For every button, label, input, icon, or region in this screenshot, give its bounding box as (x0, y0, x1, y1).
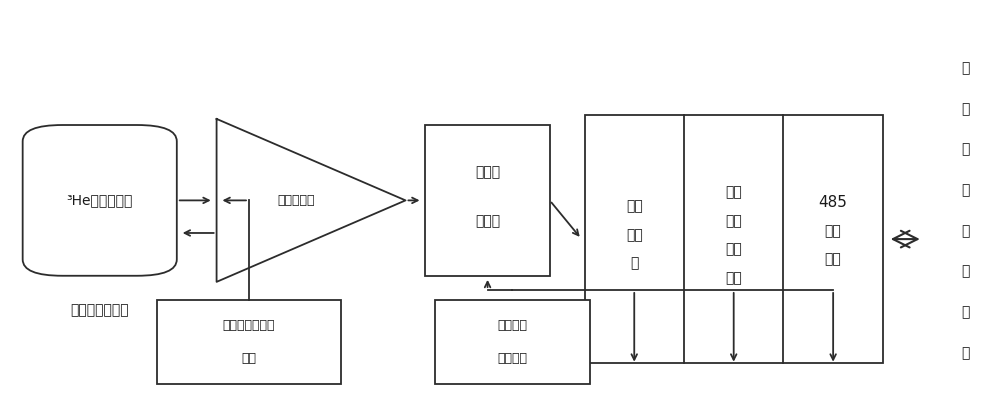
Text: 电路: 电路 (241, 352, 256, 365)
Text: 前置放大器: 前置放大器 (277, 194, 315, 207)
Text: 地: 地 (961, 102, 970, 116)
Text: 脉冲: 脉冲 (626, 199, 643, 214)
Text: 缓存: 缓存 (725, 271, 742, 285)
Text: 算: 算 (961, 306, 970, 319)
FancyBboxPatch shape (425, 125, 550, 276)
Text: 甬别器: 甬别器 (475, 214, 500, 228)
Polygon shape (217, 119, 406, 282)
FancyBboxPatch shape (157, 300, 341, 384)
FancyBboxPatch shape (435, 300, 590, 384)
Text: 计数: 计数 (626, 228, 643, 242)
Text: 机: 机 (961, 346, 970, 360)
Text: 成形与: 成形与 (475, 165, 500, 179)
Text: 超热中子探测器: 超热中子探测器 (70, 304, 129, 318)
Text: 谱分: 谱分 (725, 214, 742, 228)
Text: 电源电路: 电源电路 (497, 352, 527, 365)
Text: 面: 面 (961, 142, 970, 157)
Text: 测: 测 (961, 183, 970, 197)
Text: 析与: 析与 (725, 242, 742, 256)
FancyBboxPatch shape (23, 125, 177, 276)
Text: 时间: 时间 (725, 185, 742, 199)
FancyBboxPatch shape (585, 115, 883, 363)
Text: 计: 计 (961, 265, 970, 279)
Text: 通讯: 通讯 (825, 224, 842, 238)
Text: 485: 485 (819, 195, 848, 210)
Text: 器: 器 (630, 256, 638, 271)
Text: 电路: 电路 (825, 252, 842, 266)
Text: 探测器高压电源: 探测器高压电源 (223, 319, 275, 332)
Text: 井: 井 (961, 224, 970, 238)
Text: ³He正比计数管: ³He正比计数管 (67, 193, 133, 207)
Text: 至: 至 (961, 61, 970, 75)
Text: 探管低压: 探管低压 (497, 319, 527, 332)
